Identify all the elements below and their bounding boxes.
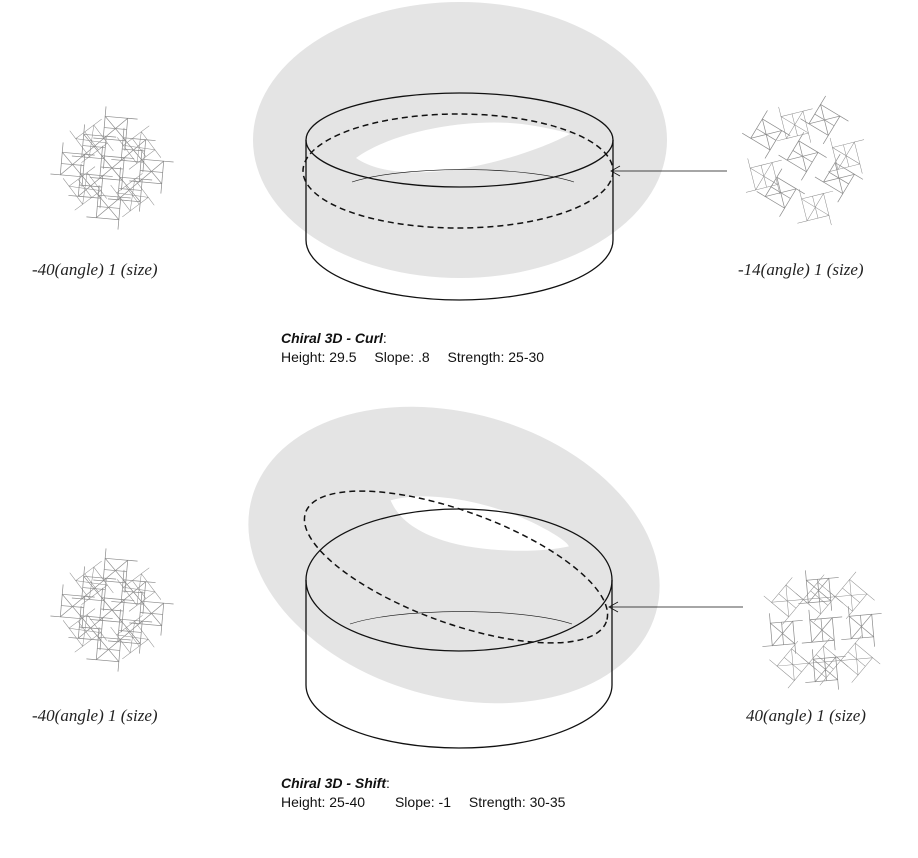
left-label-curl: -40(angle) 1 (size) xyxy=(32,260,158,279)
caption-colon-shift: : xyxy=(386,775,390,791)
param-strength-curl: Strength: 25-30 xyxy=(447,349,545,365)
lattice-pattern-right-curl xyxy=(731,91,879,240)
param-slope-curl: Slope: .8 xyxy=(374,349,430,365)
halo-band-curl xyxy=(252,1,667,279)
left-label-shift: -40(angle) 1 (size) xyxy=(32,706,158,725)
caption-title-curl: Chiral 3D - Curl xyxy=(281,330,383,346)
lattice-pattern-left-curl xyxy=(39,95,185,241)
param-strength-shift: Strength: 30-35 xyxy=(468,794,566,810)
right-label-curl: -14(angle) 1 (size) xyxy=(738,260,864,279)
lattice-pattern-left-shift xyxy=(39,537,185,683)
right-label-shift: 40(angle) 1 (size) xyxy=(746,706,866,725)
panel-curl xyxy=(39,1,879,301)
panel-shift xyxy=(39,406,895,749)
pointer-arrow-curl xyxy=(610,165,727,177)
caption-title-shift: Chiral 3D - Shift xyxy=(281,775,387,791)
cylinder-curl xyxy=(305,92,614,301)
param-height-curl: Height: 29.5 xyxy=(281,349,357,365)
pointer-arrow-shift xyxy=(608,601,743,613)
lattice-pattern-right-shift xyxy=(749,557,895,703)
halo-band-shift xyxy=(248,406,660,704)
cylinder-floor-arc-curl xyxy=(351,169,575,183)
caption-colon-curl: : xyxy=(382,330,387,346)
param-height-shift: Height: 25-40 xyxy=(281,794,366,810)
caption-curl: Chiral 3D - Curl: Height: 29.5 Slope: .8… xyxy=(281,329,544,367)
cylinder-floor-arc-shift xyxy=(349,611,573,625)
dashed-deformation-shift xyxy=(303,490,609,644)
caption-shift: Chiral 3D - Shift: Height: 25-40 Slope: … xyxy=(281,774,565,812)
param-slope-shift: Slope: -1 xyxy=(394,794,451,810)
